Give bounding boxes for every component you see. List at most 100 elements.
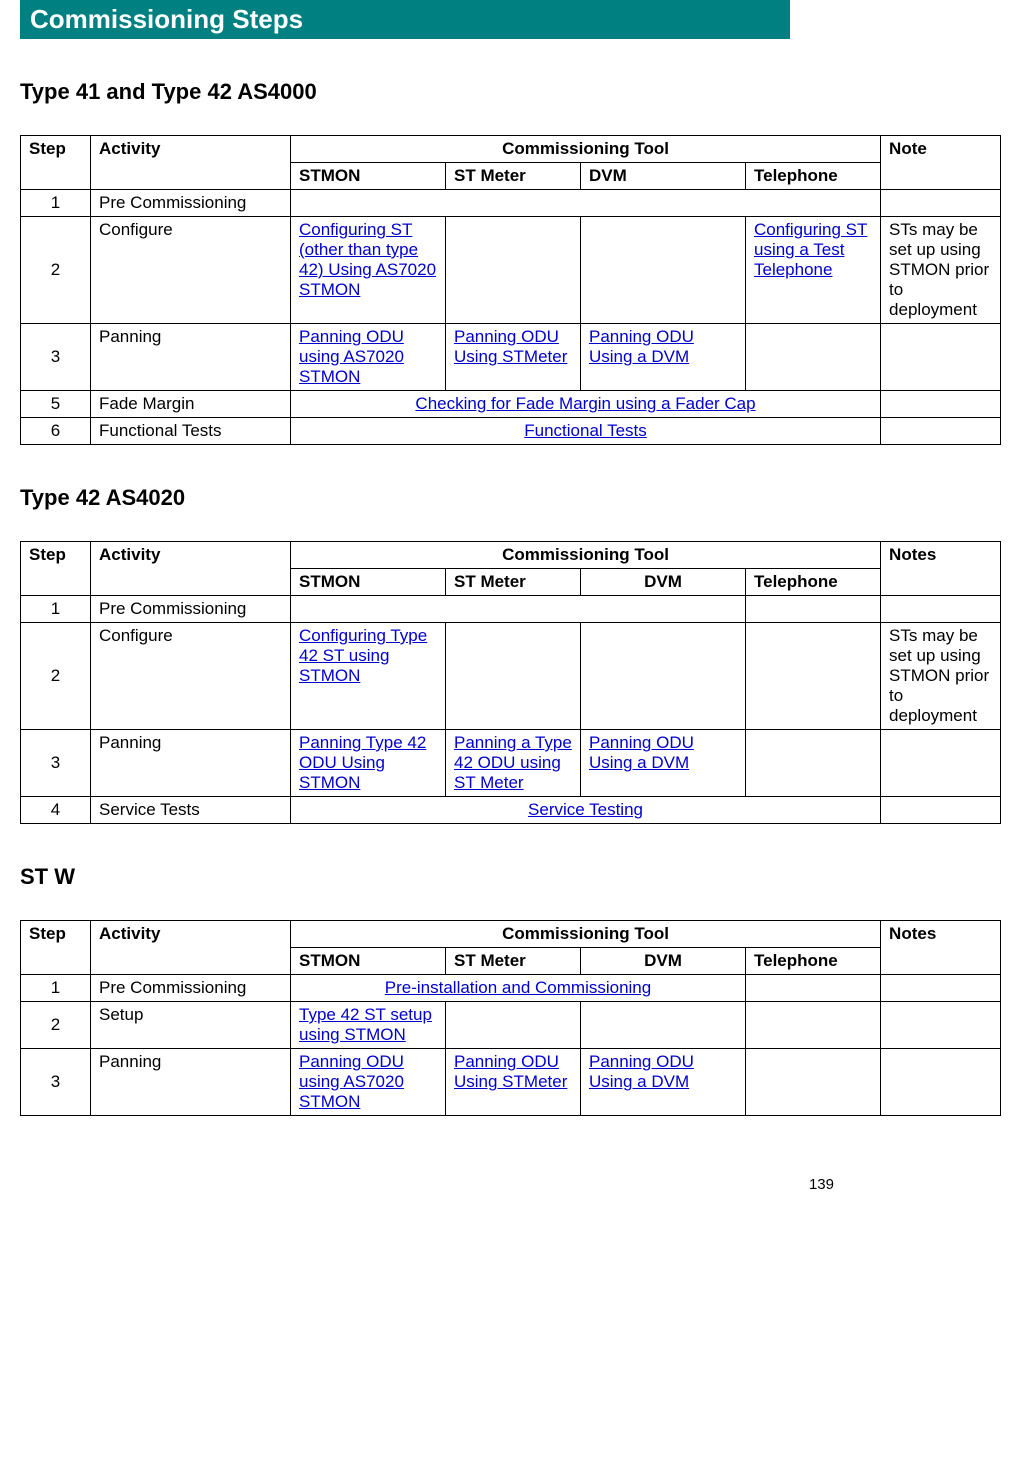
link-fade-margin[interactable]: Checking for Fade Margin using a Fader C… bbox=[415, 394, 755, 413]
link-panning-stmeter[interactable]: Panning a Type 42 ODU using ST Meter bbox=[454, 733, 572, 792]
cell-activity: Setup bbox=[91, 1002, 291, 1049]
th-stmeter: ST Meter bbox=[446, 163, 581, 190]
table-row: 1 Pre Commissioning bbox=[21, 596, 1001, 623]
cell-activity: Configure bbox=[91, 623, 291, 730]
cell-dvm: Panning ODU Using a DVM bbox=[581, 730, 746, 797]
cell-note bbox=[881, 975, 1001, 1002]
link-panning-stmon[interactable]: Panning Type 42 ODU Using STMON bbox=[299, 733, 426, 792]
table-row: 1 Pre Commissioning bbox=[21, 190, 1001, 217]
section1-title: Type 41 and Type 42 AS4000 bbox=[20, 79, 1014, 105]
cell-step: 1 bbox=[21, 190, 91, 217]
page-number: 139 bbox=[20, 1176, 1014, 1193]
cell-note bbox=[881, 797, 1001, 824]
table-header-row: Step Activity Commissioning Tool Note bbox=[21, 136, 1001, 163]
cell-note bbox=[881, 596, 1001, 623]
link-panning-stmeter[interactable]: Panning ODU Using STMeter bbox=[454, 1052, 567, 1091]
link-setup-stmon[interactable]: Type 42 ST setup using STMON bbox=[299, 1005, 432, 1044]
cell-stmeter: Panning ODU Using STMeter bbox=[446, 1049, 581, 1116]
cell-note: STs may be set up using STMON prior to d… bbox=[881, 623, 1001, 730]
table-row: 3 Panning Panning ODU using AS7020 STMON… bbox=[21, 1049, 1001, 1116]
link-configure-stmon[interactable]: Configuring Type 42 ST using STMON bbox=[299, 626, 427, 685]
cell-activity: Panning bbox=[91, 730, 291, 797]
page-banner: Commissioning Steps bbox=[20, 0, 790, 39]
table-row: 2 Setup Type 42 ST setup using STMON bbox=[21, 1002, 1001, 1049]
page: Commissioning Steps Type 41 and Type 42 … bbox=[0, 0, 1034, 1233]
cell-step: 3 bbox=[21, 1049, 91, 1116]
cell-activity: Configure bbox=[91, 217, 291, 324]
cell-merged: Functional Tests bbox=[291, 418, 881, 445]
th-tool-group: Commissioning Tool bbox=[291, 921, 881, 948]
cell-note bbox=[881, 1002, 1001, 1049]
cell-dvm bbox=[581, 1002, 746, 1049]
cell-telephone bbox=[746, 730, 881, 797]
cell-step: 1 bbox=[21, 596, 91, 623]
cell-activity: Pre Commissioning bbox=[91, 596, 291, 623]
th-note: Note bbox=[881, 136, 1001, 190]
table-row: 3 Panning Panning ODU using AS7020 STMON… bbox=[21, 324, 1001, 391]
link-functional-tests[interactable]: Functional Tests bbox=[524, 421, 647, 440]
cell-activity: Service Tests bbox=[91, 797, 291, 824]
th-stmeter: ST Meter bbox=[446, 948, 581, 975]
cell-stmeter bbox=[446, 1002, 581, 1049]
cell-stmon: Type 42 ST setup using STMON bbox=[291, 1002, 446, 1049]
cell-dvm bbox=[581, 623, 746, 730]
cell-merged3: Pre-installation and Commissioning bbox=[291, 975, 746, 1002]
cell-empty bbox=[291, 596, 746, 623]
th-dvm: DVM bbox=[581, 569, 746, 596]
th-step: Step bbox=[21, 921, 91, 975]
th-notes: Notes bbox=[881, 921, 1001, 975]
cell-telephone bbox=[746, 623, 881, 730]
th-telephone: Telephone bbox=[746, 948, 881, 975]
table-header-row: Step Activity Commissioning Tool Notes bbox=[21, 542, 1001, 569]
link-configure-telephone[interactable]: Configuring ST using a Test Telephone bbox=[754, 220, 867, 279]
th-tool-group: Commissioning Tool bbox=[291, 136, 881, 163]
cell-telephone bbox=[746, 324, 881, 391]
th-dvm: DVM bbox=[581, 948, 746, 975]
cell-step: 3 bbox=[21, 324, 91, 391]
cell-telephone: Configuring ST using a Test Telephone bbox=[746, 217, 881, 324]
link-panning-dvm[interactable]: Panning ODU Using a DVM bbox=[589, 327, 694, 366]
link-panning-stmon[interactable]: Panning ODU using AS7020 STMON bbox=[299, 1052, 404, 1111]
section3-table: Step Activity Commissioning Tool Notes S… bbox=[20, 920, 1001, 1116]
cell-note: STs may be set up using STMON prior to d… bbox=[881, 217, 1001, 324]
th-activity: Activity bbox=[91, 542, 291, 596]
cell-step: 2 bbox=[21, 623, 91, 730]
cell-telephone bbox=[746, 1002, 881, 1049]
th-notes: Notes bbox=[881, 542, 1001, 596]
section2-title: Type 42 AS4020 bbox=[20, 485, 1014, 511]
cell-note bbox=[881, 418, 1001, 445]
link-service-testing[interactable]: Service Testing bbox=[528, 800, 643, 819]
cell-telephone bbox=[746, 596, 881, 623]
cell-telephone bbox=[746, 1049, 881, 1116]
th-telephone: Telephone bbox=[746, 163, 881, 190]
cell-step: 1 bbox=[21, 975, 91, 1002]
link-panning-dvm[interactable]: Panning ODU Using a DVM bbox=[589, 1052, 694, 1091]
th-stmon: STMON bbox=[291, 569, 446, 596]
cell-telephone bbox=[746, 975, 881, 1002]
th-stmeter: ST Meter bbox=[446, 569, 581, 596]
cell-note bbox=[881, 324, 1001, 391]
link-panning-stmeter[interactable]: Panning ODU Using STMeter bbox=[454, 327, 567, 366]
th-step: Step bbox=[21, 136, 91, 190]
table-row: 1 Pre Commissioning Pre-installation and… bbox=[21, 975, 1001, 1002]
cell-step: 2 bbox=[21, 1002, 91, 1049]
cell-merged: Checking for Fade Margin using a Fader C… bbox=[291, 391, 881, 418]
link-preinstall[interactable]: Pre-installation and Commissioning bbox=[385, 978, 651, 997]
cell-dvm: Panning ODU Using a DVM bbox=[581, 324, 746, 391]
cell-step: 4 bbox=[21, 797, 91, 824]
section3-title: ST W bbox=[20, 864, 1014, 890]
cell-stmeter bbox=[446, 217, 581, 324]
link-panning-stmon[interactable]: Panning ODU using AS7020 STMON bbox=[299, 327, 404, 386]
cell-empty bbox=[291, 190, 881, 217]
section2-table: Step Activity Commissioning Tool Notes S… bbox=[20, 541, 1001, 824]
th-activity: Activity bbox=[91, 921, 291, 975]
table-row: 6 Functional Tests Functional Tests bbox=[21, 418, 1001, 445]
cell-activity: Panning bbox=[91, 1049, 291, 1116]
link-configure-stmon[interactable]: Configuring ST (other than type 42) Usin… bbox=[299, 220, 436, 299]
cell-activity: Fade Margin bbox=[91, 391, 291, 418]
table-row: 4 Service Tests Service Testing bbox=[21, 797, 1001, 824]
cell-stmeter: Panning a Type 42 ODU using ST Meter bbox=[446, 730, 581, 797]
link-panning-dvm[interactable]: Panning ODU Using a DVM bbox=[589, 733, 694, 772]
cell-step: 2 bbox=[21, 217, 91, 324]
th-stmon: STMON bbox=[291, 948, 446, 975]
